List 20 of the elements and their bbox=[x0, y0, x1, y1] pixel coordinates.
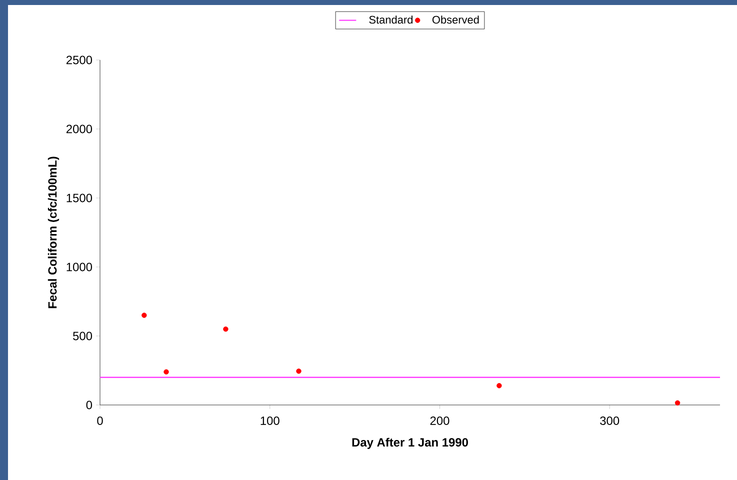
y-tick-label: 2500 bbox=[66, 56, 92, 64]
y-tick-label: 2000 bbox=[66, 124, 92, 134]
point bbox=[496, 383, 502, 388]
y-tick-label: 0 bbox=[86, 400, 92, 410]
point bbox=[142, 312, 147, 318]
point bbox=[296, 368, 302, 374]
point bbox=[223, 326, 228, 332]
point bbox=[164, 369, 169, 374]
x-tick-label: 200 bbox=[430, 416, 450, 425]
y-tick-label: 1500 bbox=[66, 194, 92, 202]
point bbox=[674, 400, 680, 406]
legend-label: Observed bbox=[432, 16, 479, 24]
legend-label: Standard bbox=[369, 16, 412, 24]
y-tick-label: 1000 bbox=[66, 262, 92, 272]
y-axis-title: Fecal Coliform (cfc/100mL) bbox=[48, 156, 60, 308]
y-tick-label: 500 bbox=[73, 332, 92, 340]
x-tick-label: 0 bbox=[97, 416, 103, 425]
x-tick-label: 300 bbox=[600, 416, 620, 425]
x-axis-title: Day After 1 Jan 1990 bbox=[352, 438, 468, 449]
x-tick-label: 100 bbox=[260, 416, 280, 425]
